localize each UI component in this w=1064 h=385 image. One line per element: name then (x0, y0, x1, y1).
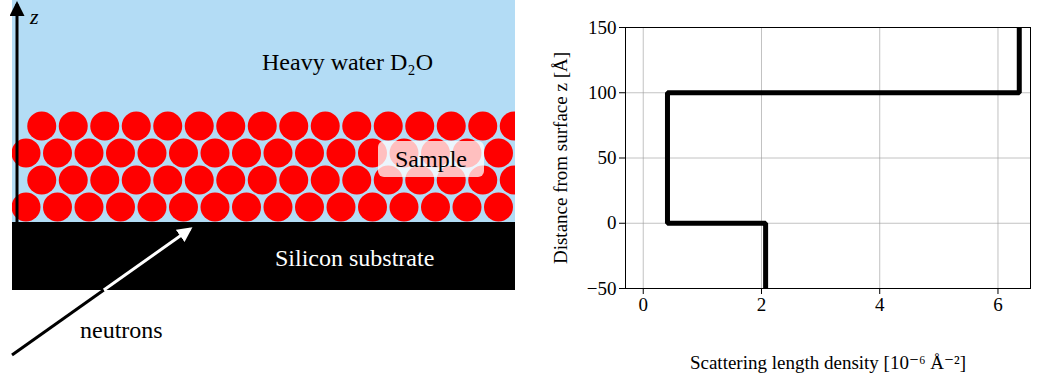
svg-text:z: z (29, 4, 39, 29)
svg-text:4: 4 (875, 294, 885, 315)
svg-text:2: 2 (757, 294, 767, 315)
svg-text:0: 0 (607, 212, 617, 233)
svg-text:Heavy water D₂O: Heavy water D₂O (262, 49, 433, 75)
svg-text:−50: −50 (587, 278, 617, 299)
svg-text:Sample: Sample (395, 146, 467, 172)
svg-text:6: 6 (993, 294, 1003, 315)
svg-text:150: 150 (588, 17, 617, 38)
svg-text:50: 50 (598, 147, 617, 168)
svg-text:Silicon substrate: Silicon substrate (275, 245, 434, 271)
svg-text:Scattering length density [10⁻: Scattering length density [10⁻⁶ Å⁻²] (690, 352, 966, 373)
svg-text:neutrons: neutrons (80, 317, 163, 343)
svg-text:100: 100 (588, 82, 617, 103)
svg-text:Distance from surface z [Å]: Distance from surface z [Å] (550, 52, 571, 264)
svg-text:0: 0 (638, 294, 648, 315)
